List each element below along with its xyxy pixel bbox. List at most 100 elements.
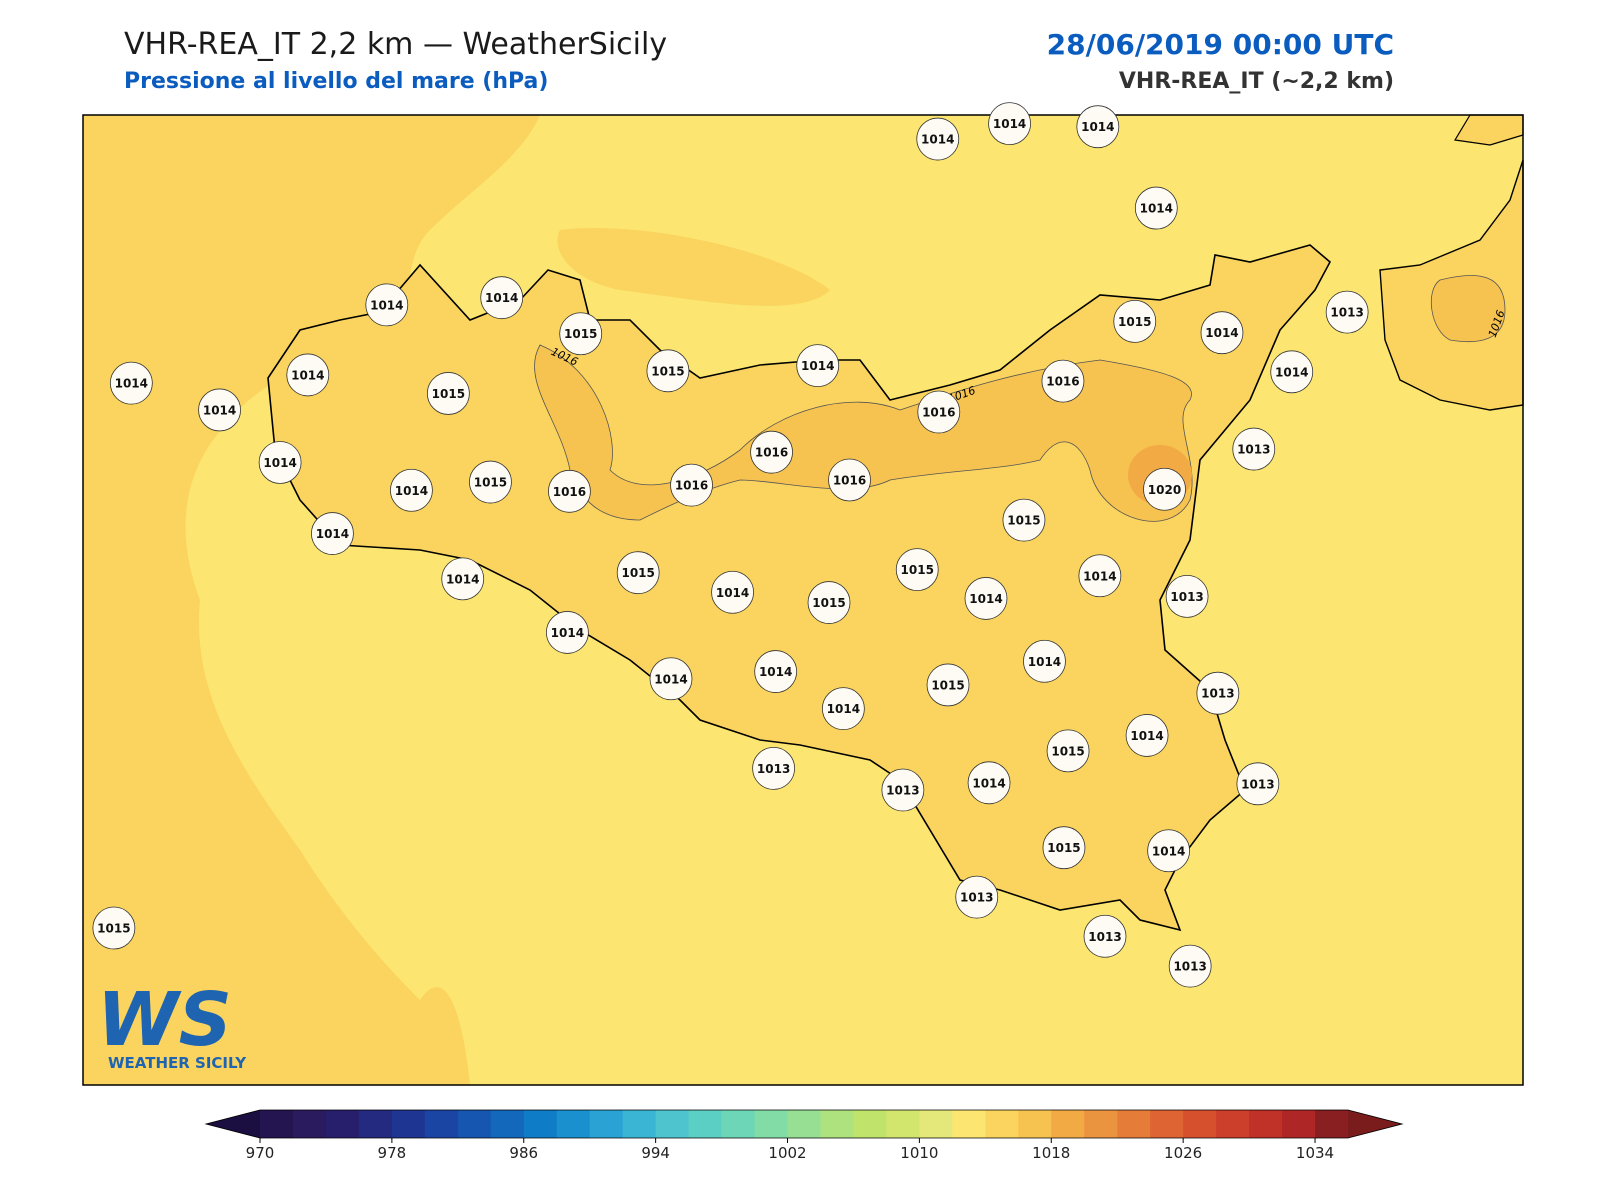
station-value: 1014	[1205, 326, 1238, 340]
station-value: 1014	[654, 672, 687, 686]
colorbar-box	[523, 1110, 558, 1138]
station-value: 1014	[316, 527, 349, 541]
station: 1015	[426, 372, 470, 415]
station-value: 1014	[291, 368, 324, 382]
station: 1015	[926, 663, 970, 707]
station-value: 1016	[1046, 375, 1079, 389]
colorbar-box	[1183, 1110, 1217, 1138]
station-marker	[109, 361, 153, 405]
colorbar-box	[1150, 1110, 1184, 1138]
station: 1015	[92, 906, 136, 950]
colorbar-box	[556, 1110, 591, 1138]
station-marker	[955, 875, 999, 919]
station-marker	[1143, 467, 1186, 511]
station: 1014	[1078, 554, 1122, 598]
station-value: 1014	[827, 702, 860, 716]
colorbar-tick-label: 1018	[1032, 1144, 1070, 1162]
station-marker	[916, 117, 960, 161]
station-marker	[1076, 105, 1120, 149]
colorbar-box	[820, 1110, 854, 1138]
station-marker	[1270, 350, 1314, 394]
station-marker	[390, 468, 433, 512]
station-marker	[286, 353, 330, 397]
station-marker	[1042, 826, 1086, 870]
colorbar-box	[391, 1110, 426, 1138]
station-marker	[559, 312, 603, 356]
station-marker	[1083, 914, 1127, 958]
station-value: 1014	[115, 377, 148, 391]
colorbar-box	[589, 1110, 624, 1138]
station: 1015	[1002, 498, 1046, 542]
station-value: 1014	[993, 117, 1026, 131]
station-value: 1016	[922, 406, 955, 420]
colorbar-box	[1282, 1110, 1316, 1138]
colorbar-extend-low	[206, 1110, 260, 1138]
station: 1013	[1325, 290, 1369, 334]
station-value: 1015	[931, 678, 964, 692]
station-marker	[1200, 311, 1244, 355]
station-value: 1013	[1330, 306, 1363, 320]
station: 1013	[1232, 427, 1276, 471]
station-value: 1014	[551, 626, 584, 640]
station: 1014	[109, 361, 153, 405]
station-marker	[1113, 299, 1157, 343]
station-marker	[895, 548, 939, 591]
station: 1014	[796, 344, 840, 388]
station: 1014	[1200, 311, 1244, 355]
colorbar-extend-high	[1348, 1110, 1402, 1138]
station-marker	[988, 102, 1031, 145]
station: 1013	[1165, 574, 1209, 618]
station-marker	[807, 581, 851, 624]
station: 1014	[258, 441, 302, 484]
colorbar-box	[1249, 1110, 1283, 1138]
station: 1015	[559, 312, 603, 356]
station: 1016	[670, 463, 713, 507]
station-marker	[548, 469, 591, 513]
station: 1016	[1041, 359, 1085, 403]
colorbar-tick-label: 1002	[768, 1144, 806, 1162]
station: 1015	[807, 581, 851, 624]
station-marker	[1196, 671, 1240, 715]
station-marker	[1046, 729, 1090, 773]
colorbar-box	[325, 1110, 360, 1138]
station-value: 1014	[395, 484, 428, 498]
station-marker	[881, 768, 925, 812]
station-marker	[365, 283, 409, 327]
station: 1013	[1196, 671, 1240, 715]
colorbar-box	[655, 1110, 690, 1138]
station: 1014	[441, 557, 485, 601]
station-marker	[1002, 498, 1046, 542]
station: 1013	[955, 875, 999, 919]
station: 1014	[1134, 186, 1178, 230]
station-value: 1014	[759, 665, 792, 679]
station-value: 1013	[1173, 960, 1206, 974]
station: 1014	[545, 611, 589, 654]
station: 1013	[881, 768, 925, 812]
station: 1016	[548, 469, 591, 513]
station: 1014	[365, 283, 409, 327]
station-marker	[964, 577, 1008, 620]
station-value: 1013	[1201, 687, 1234, 701]
colorbar-box	[1051, 1110, 1085, 1138]
station-value: 1014	[1152, 844, 1185, 858]
title: VHR-REA_IT 2,2 km — WeatherSicily	[124, 27, 667, 62]
colorbar-box	[787, 1110, 821, 1138]
station-value: 1014	[1028, 655, 1061, 669]
colorbar-box	[424, 1110, 459, 1138]
station: 1016	[917, 390, 961, 434]
colorbar-box	[952, 1110, 986, 1138]
station-marker	[198, 388, 241, 432]
station-marker	[752, 746, 796, 790]
station-value: 1014	[1130, 729, 1163, 743]
station-value: 1013	[757, 762, 790, 776]
station-value: 1014	[972, 776, 1005, 790]
station-marker	[670, 463, 713, 507]
station: 1014	[1076, 105, 1120, 149]
station-value: 1014	[1083, 569, 1116, 583]
station-value: 1015	[474, 476, 507, 490]
station: 1014	[821, 687, 865, 731]
station-marker	[1125, 714, 1169, 757]
colorbar-box	[622, 1110, 657, 1138]
station-value: 1015	[1047, 841, 1080, 855]
